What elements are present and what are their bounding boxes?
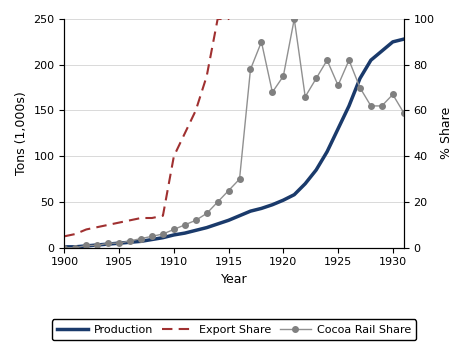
Y-axis label: Tons (1,000s): Tons (1,000s): [15, 91, 28, 175]
Y-axis label: % Share: % Share: [440, 107, 453, 160]
X-axis label: Year: Year: [221, 273, 248, 286]
Legend: Production, Export Share, Cocoa Rail Share: Production, Export Share, Cocoa Rail Sha…: [51, 319, 417, 340]
